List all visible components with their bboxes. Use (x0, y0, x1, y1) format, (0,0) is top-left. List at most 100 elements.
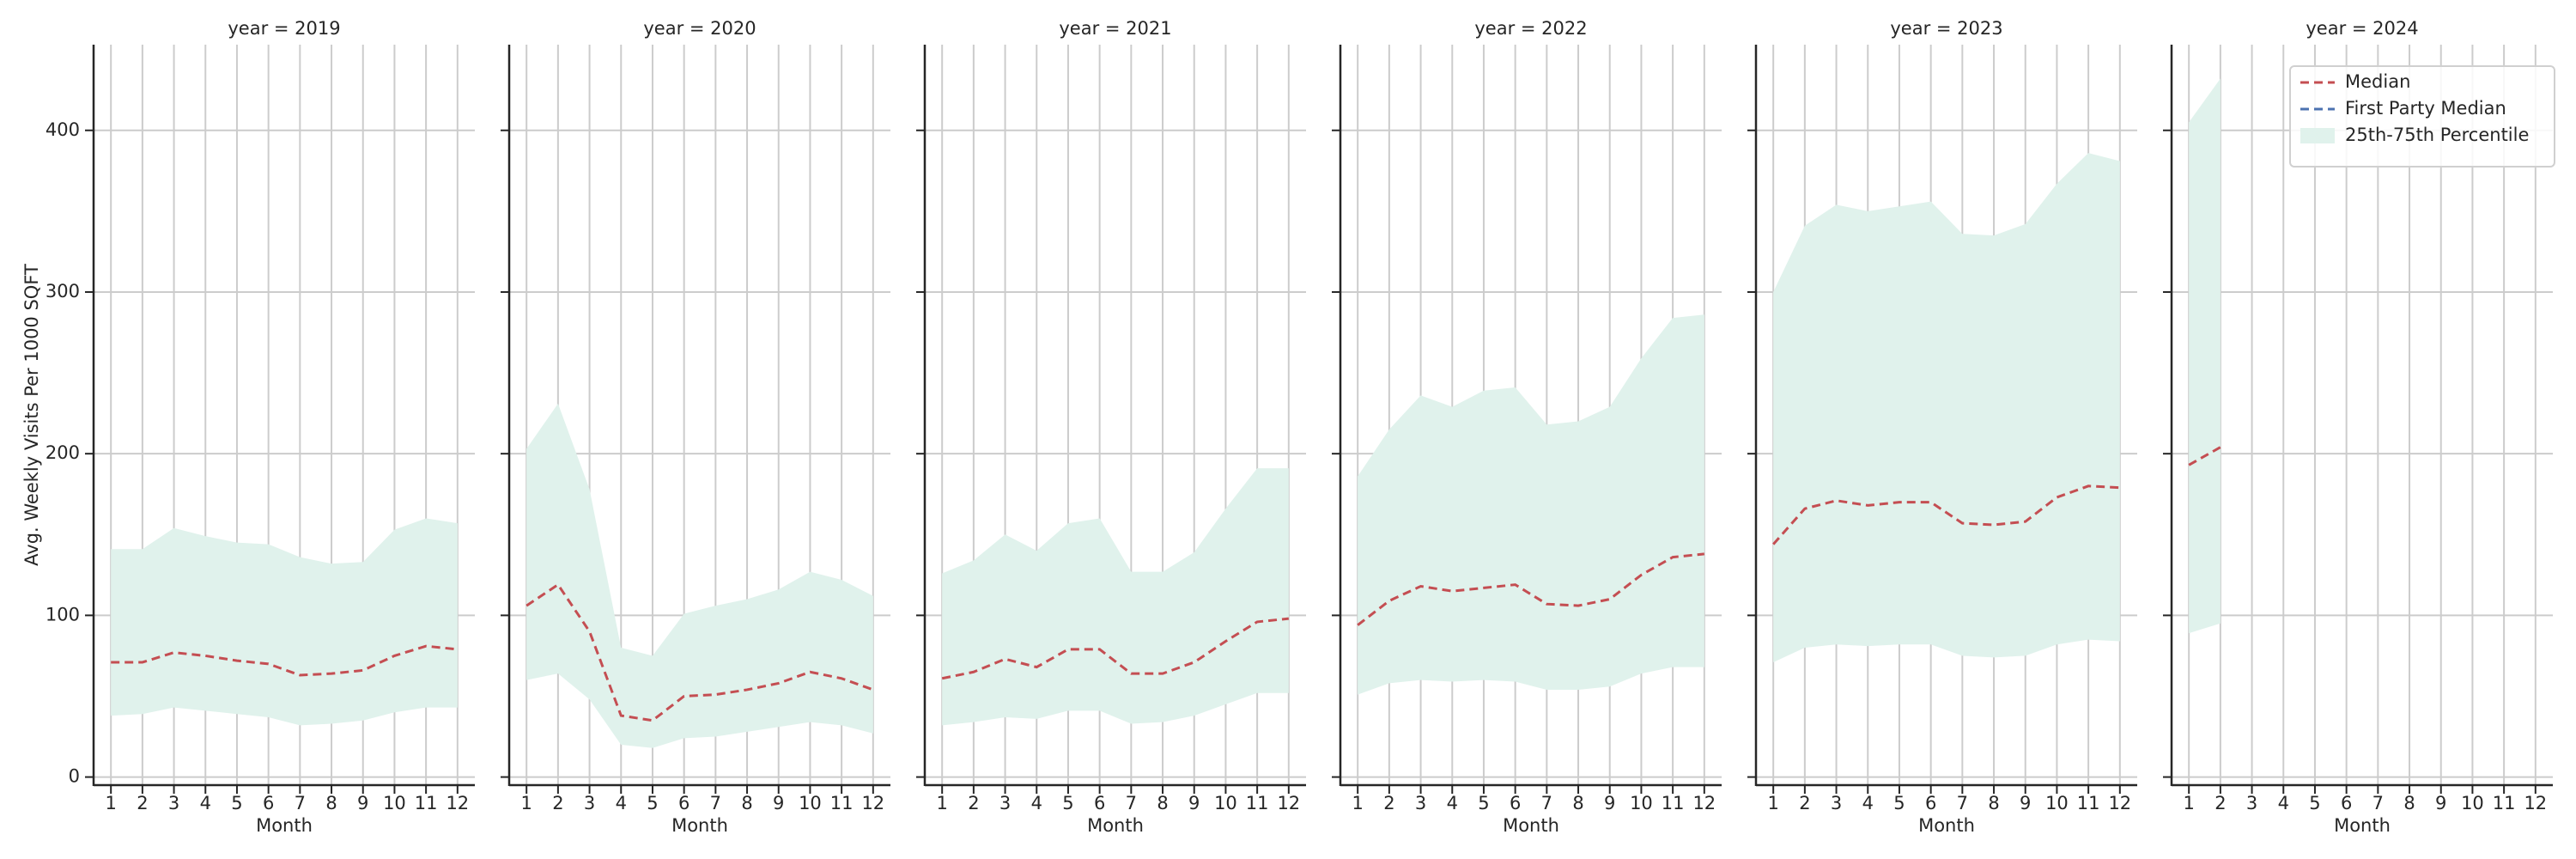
median-line (1772, 484, 2120, 545)
x-tick-label: 12 (1692, 793, 1716, 813)
x-tick-label: 11 (2493, 793, 2516, 813)
x-tick-label: 6 (678, 793, 690, 813)
x-tick-label: 8 (325, 793, 337, 813)
percentile-band (1358, 314, 1704, 695)
y-tick-label: 0 (69, 766, 80, 787)
y-tick-label: 100 (46, 604, 80, 624)
facet-title: year = 2023 (1890, 18, 2002, 39)
x-tick-label: 10 (1214, 793, 1237, 813)
percentile-band (526, 403, 873, 748)
y-tick-label: 300 (46, 281, 80, 302)
x-tick-label: 11 (830, 793, 854, 813)
percentile-band (1773, 153, 2120, 662)
x-tick-label: 8 (741, 793, 752, 813)
x-tick-label: 12 (2524, 793, 2547, 813)
x-tick-label: 12 (1277, 793, 1300, 813)
x-tick-label: 2 (1799, 793, 1810, 813)
x-tick-label: 5 (1478, 793, 1489, 813)
median-line (111, 644, 458, 677)
x-tick-label: 1 (1767, 793, 1778, 813)
x-axis-label: Month (671, 815, 728, 836)
x-tick-label: 11 (415, 793, 438, 813)
x-tick-label: 12 (446, 793, 469, 813)
facet-title: year = 2024 (2306, 18, 2418, 39)
x-tick-label: 9 (357, 793, 368, 813)
x-tick-label: 3 (584, 793, 595, 813)
x-tick-label: 7 (1126, 793, 1137, 813)
legend: Median First Party Median 25th-75th Percen… (2289, 65, 2555, 168)
x-tick-label: 6 (1094, 793, 1105, 813)
percentile-band (2189, 78, 2221, 634)
x-tick-label: 6 (2341, 793, 2352, 813)
x-tick-label: 3 (168, 793, 179, 813)
x-tick-label: 2 (137, 793, 148, 813)
x-tick-label: 10 (383, 793, 406, 813)
x-tick-label: 11 (1662, 793, 1685, 813)
x-tick-label: 10 (2045, 793, 2069, 813)
legend-label: 25th-75th Percentile (2345, 125, 2529, 145)
x-tick-label: 7 (1541, 793, 1552, 813)
x-tick-label: 6 (263, 793, 274, 813)
x-tick-label: 2 (2215, 793, 2226, 813)
x-tick-label: 1 (936, 793, 947, 813)
x-tick-label: 9 (1604, 793, 1615, 813)
x-tick-label: 7 (2372, 793, 2384, 813)
x-tick-label: 5 (647, 793, 658, 813)
median-line (2188, 446, 2221, 466)
x-tick-label: 3 (1831, 793, 1842, 813)
x-tick-label: 7 (710, 793, 721, 813)
facet-title: year = 2022 (1474, 18, 1587, 39)
x-tick-label: 5 (1893, 793, 1905, 813)
x-tick-label: 9 (2020, 793, 2031, 813)
x-tick-label: 11 (1246, 793, 1269, 813)
median-line (941, 617, 1289, 680)
x-tick-label: 6 (1510, 793, 1521, 813)
legend-box (2289, 65, 2555, 168)
x-axis-label: Month (2334, 815, 2391, 836)
percentile-band (111, 518, 458, 726)
y-tick-label: 200 (46, 442, 80, 463)
x-tick-label: 3 (1415, 793, 1426, 813)
x-tick-label: 8 (2403, 793, 2415, 813)
percentile-band (942, 468, 1289, 726)
x-tick-label: 2 (968, 793, 979, 813)
median-line (1357, 552, 1704, 626)
x-tick-label: 10 (1630, 793, 1653, 813)
x-tick-label: 5 (2309, 793, 2320, 813)
x-tick-label: 5 (1062, 793, 1073, 813)
x-tick-label: 9 (773, 793, 784, 813)
x-tick-label: 6 (1925, 793, 1936, 813)
x-tick-label: 9 (2435, 793, 2446, 813)
x-tick-label: 10 (2461, 793, 2484, 813)
x-tick-label: 9 (1188, 793, 1200, 813)
x-tick-label: 8 (1157, 793, 1168, 813)
x-tick-label: 3 (2246, 793, 2257, 813)
x-tick-label: 12 (861, 793, 884, 813)
x-tick-label: 7 (1957, 793, 1968, 813)
x-tick-label: 2 (1383, 793, 1394, 813)
x-tick-label: 7 (295, 793, 306, 813)
x-tick-label: 4 (1031, 793, 1042, 813)
x-tick-label: 3 (999, 793, 1011, 813)
y-tick-label: 400 (46, 119, 80, 140)
x-tick-label: 4 (200, 793, 211, 813)
median-line (526, 582, 874, 722)
x-tick-label: 1 (105, 793, 116, 813)
x-axis-label: Month (1918, 815, 1975, 836)
x-axis-label: Month (1503, 815, 1559, 836)
x-tick-label: 4 (1862, 793, 1874, 813)
x-tick-label: 12 (2108, 793, 2131, 813)
x-tick-label: 10 (799, 793, 822, 813)
legend-swatch (2300, 128, 2335, 143)
legend-label: First Party Median (2345, 98, 2506, 119)
x-tick-label: 1 (1352, 793, 1363, 813)
x-tick-label: 8 (1988, 793, 1999, 813)
x-tick-label: 2 (552, 793, 563, 813)
x-tick-label: 1 (2183, 793, 2194, 813)
